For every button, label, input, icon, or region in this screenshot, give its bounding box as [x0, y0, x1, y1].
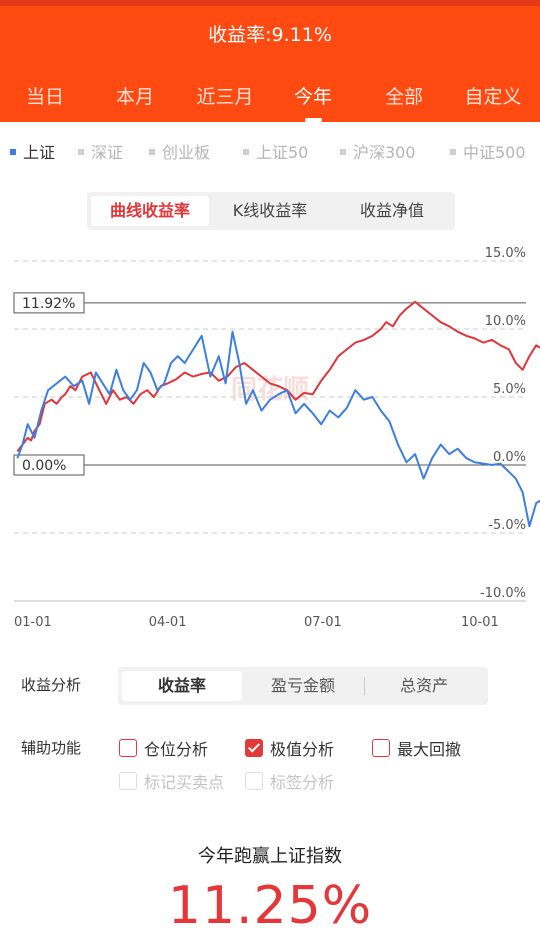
analysis-label: 收益分析 — [21, 676, 82, 694]
index-chinext[interactable]: 创业板 — [149, 142, 210, 164]
header-bar: 收益率:9.11% 当日 本月 近三月 今年 全部 自定义 — [0, 0, 540, 122]
mode-net-value[interactable]: 收益净值 — [359, 201, 424, 220]
analysis-tab-return[interactable]: 收益率 — [122, 671, 242, 701]
period-tabs: 当日 本月 近三月 今年 全部 自定义 — [0, 82, 540, 122]
index-csi500[interactable]: 中证500 — [450, 142, 526, 164]
legend-dot-icon — [243, 148, 249, 155]
tab-this-month[interactable]: 本月 — [115, 86, 154, 108]
max-marker-label: 11.92% — [22, 296, 75, 312]
checkbox-position-analysis[interactable]: 仓位分析 — [119, 736, 208, 760]
x-tick-label: 01-01 — [14, 615, 52, 630]
legend-dot-icon — [10, 148, 16, 155]
legend-dot-icon — [78, 148, 84, 155]
tab-custom[interactable]: 自定义 — [464, 86, 522, 108]
index-selector: 上证 深证 创业板 上证50 沪深300 中证500 — [0, 142, 540, 166]
y-tick-label: 15.0% — [485, 246, 526, 261]
checkbox-icon — [119, 739, 137, 757]
checkbox-icon — [245, 772, 263, 790]
analysis-tab-total-assets[interactable]: 总资产 — [399, 676, 448, 695]
checkbox-checked-icon — [245, 739, 263, 757]
tab-all[interactable]: 全部 — [384, 86, 423, 108]
aux-label: 辅助功能 — [21, 739, 82, 757]
index-shanghai[interactable]: 上证 — [10, 142, 55, 164]
tab-three-months[interactable]: 近三月 — [196, 86, 254, 108]
active-tab-indicator — [305, 118, 322, 122]
zero-marker-label: 0.00% — [22, 458, 66, 474]
segment-divider — [364, 677, 365, 695]
y-tick-label: -10.0% — [480, 586, 526, 601]
legend-dot-icon — [340, 148, 346, 155]
checkbox-icon — [372, 739, 390, 757]
index-csi300[interactable]: 沪深300 — [340, 142, 416, 164]
zero-marker-box — [13, 454, 85, 476]
checkbox-max-drawdown[interactable]: 最大回撤 — [372, 736, 461, 760]
analysis-tab-profit-loss[interactable]: 盈亏金额 — [270, 676, 335, 695]
y-tick-label: 10.0% — [485, 314, 526, 329]
chart-mode-segment: 曲线收益率 K线收益率 收益净值 — [87, 192, 455, 230]
summary-label: 今年跑赢上证指数 — [198, 846, 342, 867]
legend-dot-icon — [450, 148, 456, 155]
mode-curve-return[interactable]: 曲线收益率 — [91, 196, 209, 226]
max-marker-box — [13, 292, 85, 314]
analysis-segment: 收益率 盈亏金额 总资产 — [118, 667, 488, 705]
mode-kline-return[interactable]: K线收益率 — [232, 201, 308, 220]
y-tick-label: -5.0% — [488, 518, 526, 533]
checkbox-extreme-analysis[interactable]: 极值分析 — [245, 736, 334, 760]
checkbox-icon — [119, 772, 137, 790]
index-sse50[interactable]: 上证50 — [243, 142, 308, 164]
y-tick-label: 5.0% — [493, 382, 526, 397]
y-tick-label: 0.0% — [493, 450, 526, 465]
summary-value: 11.25% — [167, 876, 373, 936]
checkbox-tag-analysis[interactable]: 标签分析 — [245, 769, 334, 793]
x-tick-label: 10-01 — [461, 615, 499, 630]
return-rate-title: 收益率:9.11% — [208, 24, 332, 46]
series-line-portfolio — [16, 300, 540, 452]
series-line-index — [16, 330, 540, 528]
tab-this-year[interactable]: 今年 — [293, 86, 332, 108]
return-chart[interactable]: 15.0% 10.0% 5.0% 0.0% -5.0% -10.0% 01-01 04-01 0… — [0, 240, 540, 640]
x-tick-label: 07-01 — [304, 615, 342, 630]
x-tick-label: 04-01 — [149, 615, 187, 630]
index-shenzhen[interactable]: 深证 — [78, 142, 123, 164]
checkbox-mark-trades[interactable]: 标记买卖点 — [119, 769, 224, 793]
tab-today[interactable]: 当日 — [25, 86, 64, 108]
legend-dot-icon — [149, 148, 155, 155]
